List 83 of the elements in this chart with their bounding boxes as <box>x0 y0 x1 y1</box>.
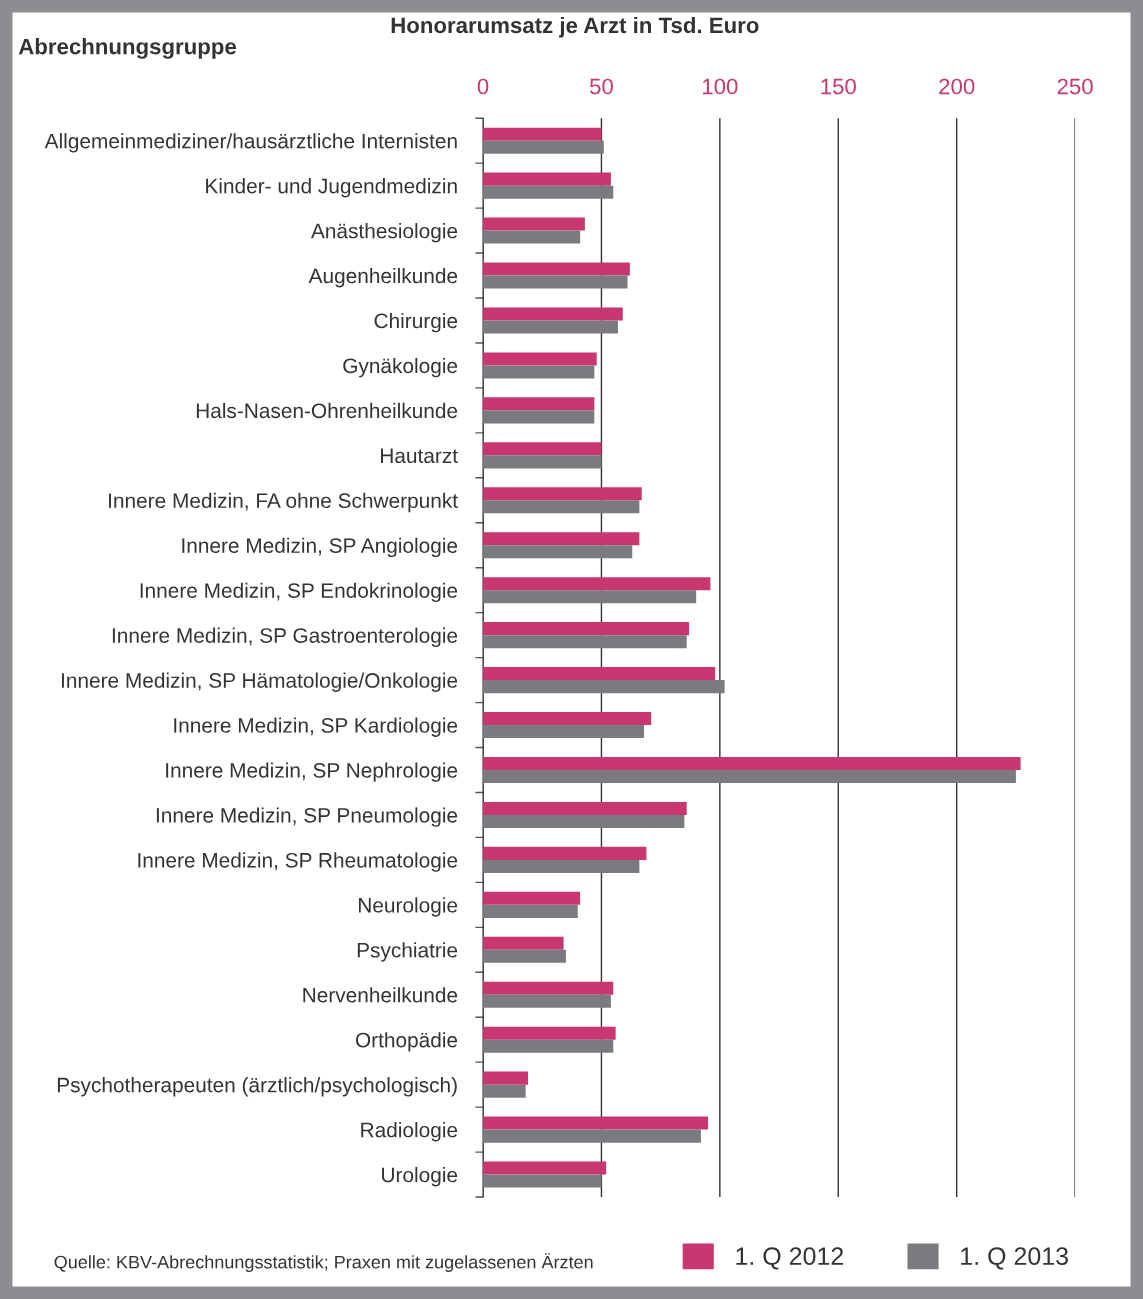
bar <box>483 904 578 918</box>
bar <box>483 667 716 681</box>
bar <box>483 635 687 649</box>
bar <box>483 1116 709 1130</box>
bar <box>483 1174 602 1188</box>
bar <box>483 1039 614 1053</box>
x-tick-label: 200 <box>939 78 975 95</box>
bar <box>483 410 595 424</box>
bar <box>483 712 652 726</box>
bar <box>483 622 690 636</box>
bar <box>483 127 602 141</box>
y-tick-label: Innere Medizin, SP Nephrologie <box>166 762 458 782</box>
y-tick-label: Chirurgie <box>374 312 458 333</box>
bar <box>483 442 602 456</box>
x-axis-title: Honorarumsatz je Arzt in Tsd. Euro <box>391 16 759 38</box>
y-tick-label: Innere Medizin, SP Kardiologie <box>174 717 458 737</box>
y-tick-label: Psychiatrie <box>357 942 458 962</box>
y-tick-label: Neurologie <box>358 897 458 917</box>
bar <box>483 1026 616 1040</box>
y-tick-label: Augenheilkunde <box>308 267 458 288</box>
bar <box>483 487 642 501</box>
bar <box>483 185 614 199</box>
y-axis-title: Abrechnungsgruppe <box>18 38 237 59</box>
bar <box>483 352 597 366</box>
bar <box>483 1071 529 1085</box>
bar <box>483 801 687 815</box>
bar <box>483 756 1021 770</box>
y-tick-label: Hals-Nasen-Ohrenheilkunde <box>196 402 458 419</box>
bar <box>483 500 640 514</box>
bar <box>483 981 614 995</box>
bar <box>483 545 633 559</box>
y-tick-label: Psychotherapeuten (ärztlich/psychologisch) <box>57 1077 457 1097</box>
y-tick-label: Radiologie <box>361 1122 458 1142</box>
y-tick-label: Innere Medizin, SP Hämatologie/Onkologie <box>61 672 458 692</box>
bar <box>483 455 602 469</box>
bar <box>483 1161 607 1175</box>
bar <box>483 936 564 950</box>
x-tick-label: 0 <box>477 78 489 95</box>
x-tick-label: 50 <box>589 78 613 95</box>
bar <box>483 140 604 154</box>
bar <box>483 814 685 828</box>
x-tick-label: 100 <box>703 78 738 95</box>
bar <box>483 275 628 289</box>
y-tick-label: Gynäkologie <box>343 357 458 378</box>
y-tick-label: Kinder- und Jugendmedizin <box>206 178 457 198</box>
bar <box>483 994 611 1008</box>
y-tick-label: Allgemeinmediziner/hausärztliche Internisten <box>44 133 457 153</box>
source-note: Quelle: KBV-Abrechnungsstatistik; Praxen mit zugelassenen Ärzten <box>54 1253 593 1273</box>
bar <box>483 262 630 276</box>
y-tick-label: Innere Medizin, SP Pneumologie <box>156 807 458 827</box>
bar <box>483 230 581 244</box>
legend-label: 1. Q 2012 <box>736 1247 844 1270</box>
bar <box>483 397 595 411</box>
x-tick-label: 250 <box>1057 78 1093 95</box>
bar <box>483 365 595 379</box>
y-tick-label: Hautarzt <box>381 448 458 464</box>
legend-label: 1. Q 2013 <box>961 1247 1068 1270</box>
y-tick-label: Urologie <box>382 1167 458 1187</box>
bar <box>483 532 640 546</box>
bar <box>483 577 711 591</box>
x-tick-label: 150 <box>821 78 856 95</box>
bar <box>483 859 640 873</box>
bar <box>483 590 697 604</box>
y-tick-label: Innere Medizin, SP Rheumatologie <box>138 852 458 872</box>
y-tick-label: Innere Medizin, SP Gastroenterologie <box>112 627 458 648</box>
bar <box>483 725 645 739</box>
bar <box>483 891 581 905</box>
bar <box>483 949 566 963</box>
bar <box>483 1084 526 1098</box>
y-tick-label: Innere Medizin, FA ohne Schwerpunkt <box>109 492 458 513</box>
y-tick-label: Innere Medizin, SP Endokrinologie <box>140 582 458 603</box>
y-tick-label: Anästhesiologie <box>310 223 458 243</box>
bar <box>483 172 611 186</box>
bar <box>483 320 619 334</box>
bar <box>483 1129 701 1143</box>
bar <box>483 680 725 694</box>
y-tick-label: Nervenheilkunde <box>303 987 458 1003</box>
bar <box>483 846 647 860</box>
y-tick-label: Innere Medizin, SP Angiologie <box>182 537 458 558</box>
bar <box>483 217 585 231</box>
bar <box>483 307 623 321</box>
y-tick-label: Orthopädie <box>355 1032 458 1052</box>
bar <box>483 770 1016 784</box>
